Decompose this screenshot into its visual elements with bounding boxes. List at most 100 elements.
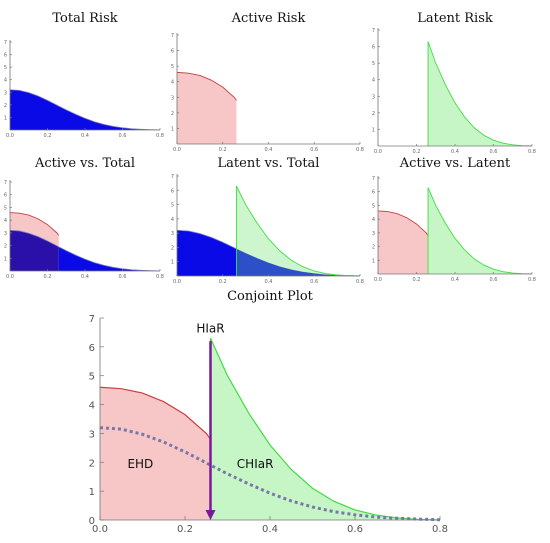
y-tick-label: 1 (4, 115, 7, 121)
latent-risk-line (209, 337, 441, 521)
y-tick-label: 3 (372, 94, 375, 100)
y-tick-label: 4 (372, 217, 375, 223)
x-tick-label: 0.8 (156, 133, 164, 139)
total-risk-area (177, 230, 360, 276)
y-tick-label: 7 (171, 174, 174, 180)
x-tick-label: 0.4 (451, 149, 459, 155)
x-tick-label: 0.0 (6, 133, 14, 139)
x-tick-label: 0.4 (262, 524, 278, 535)
x-tick-label: 0.6 (310, 147, 318, 153)
total-risk-dotted-line (99, 426, 441, 522)
chart-conjoint-plot: Conjoint Plot 0.0 0.2 0.4 0.6 0.8 0 1 2 3 4 5 6 7 HIaR… (89, 289, 448, 535)
active-risk-area (100, 387, 211, 520)
x-tick-label: 0.2 (413, 277, 421, 283)
x-tick-label: 0.8 (356, 147, 364, 153)
y-tick-label: 6 (4, 53, 7, 59)
total-risk-area (10, 89, 160, 130)
y-tick-label: 2 (89, 458, 95, 469)
x-tick-label: 0.2 (413, 149, 421, 155)
y-tick-label: 2 (4, 103, 7, 109)
chart-total-risk: Total Risk 0.0 0.2 0.4 0.6 0.8 1 2 3 4 5 6 7 (4, 11, 164, 139)
x-tick-label: 0.4 (81, 274, 89, 280)
y-tick-label: 7 (171, 33, 174, 39)
chart-active-vs-latent: Active vs. Latent 0.0 0.2 0.4 0.6 0.8 1 2 3 4 5 6 7 (372, 156, 536, 283)
latent-risk-area (210, 338, 440, 520)
latent-risk-line (236, 185, 361, 277)
chart-title: Active vs. Latent (399, 156, 511, 171)
y-tick-label: 1 (372, 127, 375, 133)
y-tick-label: 4 (171, 217, 174, 223)
y-tick-label: 6 (4, 193, 7, 199)
x-tick-label: 0.8 (432, 524, 448, 535)
x-tick-label: 0.6 (490, 149, 498, 155)
y-tick-label: 5 (4, 65, 7, 71)
y-tick-label: 7 (89, 314, 95, 325)
x-tick-label: 0.6 (119, 274, 127, 280)
y-tick-label: 5 (89, 372, 95, 383)
y-tick-label: 5 (171, 203, 174, 209)
x-tick-label: 0.0 (374, 277, 382, 283)
overlap-area (10, 230, 59, 271)
latent-risk-area (428, 41, 532, 146)
latent-risk-area (428, 187, 532, 274)
y-tick-label: 3 (171, 95, 174, 101)
active-risk-line (377, 210, 429, 236)
y-tick-label: 6 (171, 188, 174, 194)
y-tick-label: 2 (372, 111, 375, 117)
y-tick-label: 4 (171, 80, 174, 86)
x-tick-label: 0.0 (173, 147, 181, 153)
annotation-label: CHIaR (237, 457, 274, 471)
y-tick-label: 7 (372, 176, 375, 182)
x-tick-label: 0.6 (310, 279, 318, 285)
x-tick-label: 0.2 (177, 524, 193, 535)
active-risk-line (176, 71, 237, 101)
latent-risk-area (236, 186, 360, 276)
y-tick-label: 6 (89, 343, 95, 354)
x-tick-label: 0.6 (490, 277, 498, 283)
y-tick-label: 1 (171, 126, 174, 132)
y-tick-label: 6 (171, 49, 174, 55)
x-tick-label: 0.8 (528, 277, 536, 283)
y-tick-label: 4 (89, 401, 95, 412)
total-risk-line (9, 229, 161, 272)
y-tick-label: 7 (4, 180, 7, 186)
chart-active-risk: Active Risk 0.0 0.2 0.4 0.6 0.8 1 2 3 4 5 6 7 (171, 11, 364, 153)
x-tick-label: 0.0 (92, 524, 108, 535)
y-tick-label: 7 (4, 40, 7, 46)
active-risk-area (177, 72, 237, 144)
overlap-area (236, 248, 360, 276)
x-tick-label: 0.4 (265, 147, 273, 153)
x-tick-label: 0.4 (451, 277, 459, 283)
latent-risk-line (427, 187, 533, 275)
active-risk-area (378, 210, 429, 274)
y-tick-label: 3 (372, 231, 375, 237)
x-tick-label: 0.0 (6, 274, 14, 280)
y-tick-label: 3 (4, 231, 7, 237)
x-tick-label: 0.2 (44, 133, 52, 139)
x-tick-label: 0.4 (265, 279, 273, 285)
chart-title: Conjoint Plot (227, 289, 314, 304)
total-risk-line (9, 89, 161, 131)
y-tick-label: 1 (372, 258, 375, 264)
x-tick-label: 0.0 (173, 279, 181, 285)
y-tick-label: 4 (4, 218, 7, 224)
y-tick-label: 5 (372, 61, 375, 67)
x-tick-label: 0.2 (219, 147, 227, 153)
y-tick-label: 7 (372, 28, 375, 34)
chart-active-vs-total: Active vs. Total 0.0 0.2 0.4 0.6 0.8 1 2 3 4 5 6 7 (4, 156, 164, 280)
active-risk-line (99, 386, 211, 440)
x-tick-label: 0.8 (156, 274, 164, 280)
x-tick-label: 0.8 (528, 149, 536, 155)
y-tick-label: 5 (171, 64, 174, 70)
y-tick-label: 6 (372, 45, 375, 51)
y-tick-label: 4 (372, 78, 375, 84)
chart-latent-vs-total: Latent vs. Total 0.0 0.2 0.4 0.6 0.8 1 2 3 4 5 6 7 (171, 156, 364, 285)
x-tick-label: 0.6 (347, 524, 363, 535)
y-tick-label: 5 (4, 205, 7, 211)
hiar-arrow-head (205, 510, 216, 520)
total-risk-area (58, 246, 160, 271)
chart-latent-risk: Latent Risk 0.0 0.2 0.4 0.6 0.8 1 2 3 4 5 6 7 (372, 11, 536, 155)
y-tick-label: 5 (372, 203, 375, 209)
x-tick-label: 0.6 (119, 133, 127, 139)
